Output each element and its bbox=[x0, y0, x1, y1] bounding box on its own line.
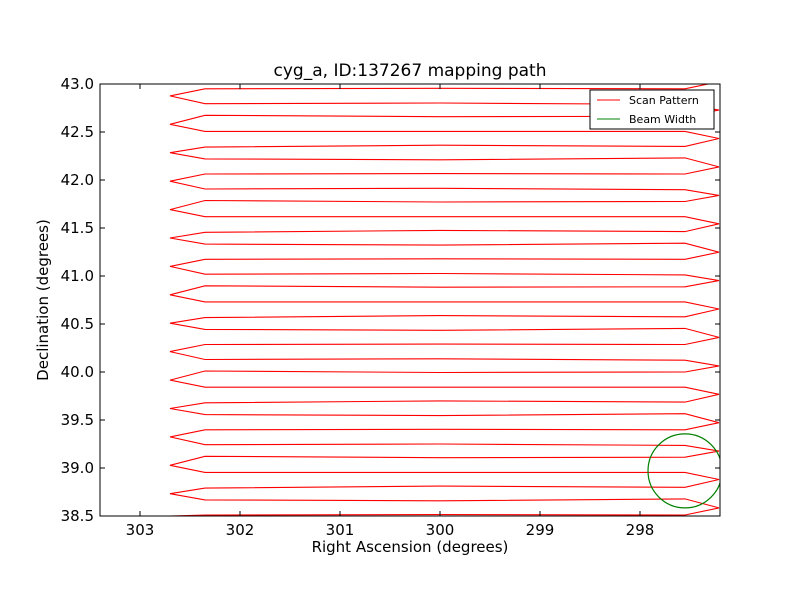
y-tick-label: 42.5 bbox=[61, 123, 94, 141]
y-tick-label: 38.5 bbox=[61, 507, 94, 525]
plot-area bbox=[99, 83, 721, 517]
legend-beam-label: Beam Width bbox=[629, 113, 696, 126]
x-tick-label: 302 bbox=[226, 521, 255, 539]
y-tick-label: 41.0 bbox=[61, 267, 94, 285]
x-tick-label: 301 bbox=[326, 521, 355, 539]
x-axis-label: Right Ascension (degrees) bbox=[312, 538, 509, 556]
x-axis: 303 302 301 300 299 298 bbox=[126, 84, 655, 539]
y-axis: 38.5 39.0 39.5 40.0 40.5 41.0 41.5 42.0 42.5 43.0 bbox=[61, 75, 720, 525]
y-tick-label: 40.0 bbox=[61, 363, 94, 381]
scan-pattern-line bbox=[169, 84, 720, 516]
beam-width-circle bbox=[647, 433, 720, 509]
y-tick-label: 41.5 bbox=[61, 219, 94, 237]
plot-frame bbox=[99, 83, 721, 517]
scan-pattern-series bbox=[169, 84, 720, 516]
y-tick-label: 43.0 bbox=[61, 75, 94, 93]
y-tick-label: 42.0 bbox=[61, 171, 94, 189]
chart-title: cyg_a, ID:137267 mapping path bbox=[274, 61, 547, 81]
y-tick-label: 39.0 bbox=[61, 459, 94, 477]
y-tick-label: 39.5 bbox=[61, 411, 94, 429]
x-tick-label: 299 bbox=[526, 521, 555, 539]
y-axis-label: Declination (degrees) bbox=[34, 219, 52, 381]
beam-width-series bbox=[647, 433, 720, 509]
y-tick-label: 40.5 bbox=[61, 315, 94, 333]
x-tick-label: 303 bbox=[126, 521, 155, 539]
x-tick-label: 298 bbox=[626, 521, 655, 539]
x-tick-label: 300 bbox=[426, 521, 455, 539]
legend-box bbox=[589, 89, 715, 130]
legend-scan-label: Scan Pattern bbox=[629, 94, 699, 107]
legend: Scan Pattern Beam Width bbox=[589, 89, 715, 130]
